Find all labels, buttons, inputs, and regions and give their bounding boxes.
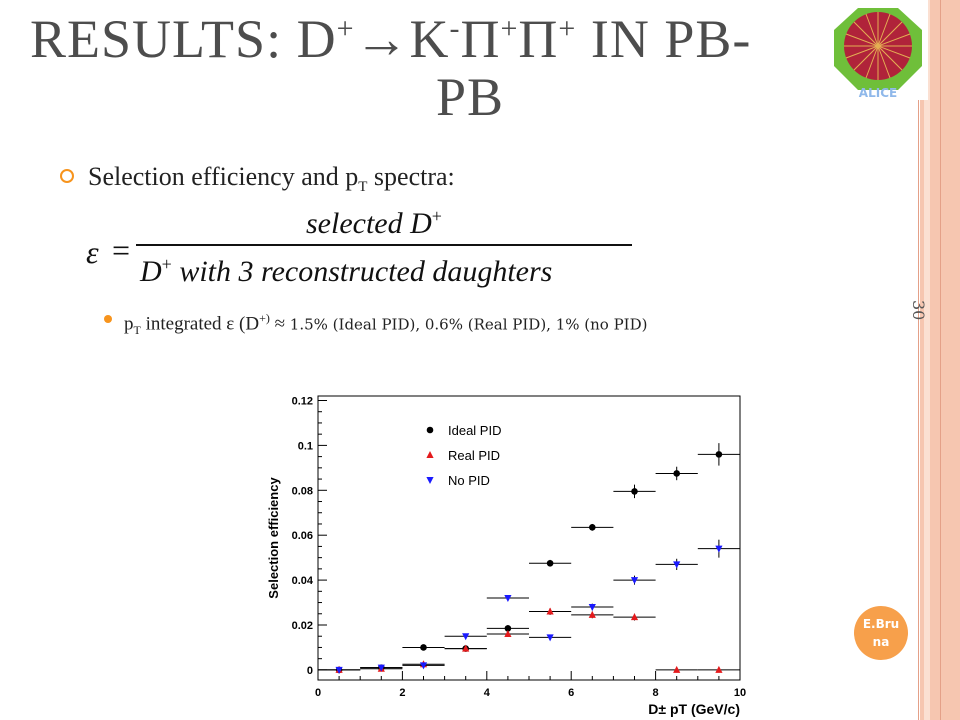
efficiency-chart: 0 2 4 6 8 10 0 0.02 0.04 0.06 0.08 0.1 0.12 Selection… <box>258 380 758 720</box>
data-point <box>335 666 343 674</box>
y-tick-label: 0.06 <box>292 530 313 542</box>
title-line-2: PB <box>435 67 505 127</box>
title-line-1: RESULTS: D+→K-Π+Π+ IN PB- <box>30 9 752 69</box>
data-point <box>546 607 554 615</box>
data-point <box>504 629 512 637</box>
alice-logo: ALICE <box>828 0 928 100</box>
data-point <box>588 610 596 618</box>
x-tick-label: 8 <box>653 687 659 699</box>
data-point <box>462 644 470 652</box>
data-point <box>462 633 470 641</box>
data-point <box>419 662 428 670</box>
bullet-ring-icon <box>60 169 74 184</box>
x-axis-label: D± pT (GeV/c) <box>648 701 740 717</box>
x-tick-label: 0 <box>315 687 321 699</box>
data-point <box>426 426 434 434</box>
slide-number: 30 <box>909 300 928 321</box>
x-tick-label: 6 <box>568 687 574 699</box>
y-tick-label: 0.08 <box>292 485 313 497</box>
data-point <box>631 488 638 495</box>
data-point <box>588 604 596 612</box>
data-point <box>377 664 385 672</box>
data-point <box>715 451 723 458</box>
y-tick-label: 0.12 <box>292 395 313 407</box>
legend-label: Real PID <box>448 448 500 463</box>
border-line <box>940 0 941 720</box>
data-point <box>589 524 596 531</box>
y-tick-label: 0.02 <box>292 620 313 632</box>
author-badge: E.Bruna <box>854 606 908 660</box>
data-point <box>715 545 723 553</box>
x-tick-label: 10 <box>734 687 746 699</box>
data-point <box>546 559 554 567</box>
y-tick-label: 0.1 <box>298 440 313 452</box>
legend-label: No PID <box>448 473 490 488</box>
y-tick-label: 0.04 <box>292 575 314 587</box>
data-point <box>420 644 427 651</box>
data-point <box>630 577 639 585</box>
data-point <box>673 561 681 569</box>
data-point <box>673 665 681 673</box>
x-tick-label: 2 <box>399 687 405 699</box>
border-line <box>918 0 919 720</box>
border-line <box>924 0 930 720</box>
y-tick-label: 0 <box>307 665 313 677</box>
formula-numerator: selected D+ <box>306 206 442 240</box>
data-point <box>715 665 723 673</box>
bullet-dot-icon <box>104 315 112 323</box>
data-point <box>673 470 680 477</box>
data-point <box>630 613 639 621</box>
data-point <box>426 477 434 484</box>
chart-svg: 0 2 4 6 8 10 0 0.02 0.04 0.06 0.08 0.1 0.12 Selection… <box>266 395 746 717</box>
bullet-selection-efficiency: Selection efficiency and pT spectra: <box>60 162 455 196</box>
svg-text:ALICE: ALICE <box>859 86 897 100</box>
legend-label: Ideal PID <box>448 423 501 438</box>
data-point <box>504 625 512 632</box>
plot-frame <box>317 395 741 681</box>
data-point <box>504 595 512 603</box>
data-point <box>426 451 434 458</box>
data-point <box>546 634 554 642</box>
formula-denominator: D+ with 3 reconstructed daughters <box>140 254 553 288</box>
fraction-bar <box>136 244 632 246</box>
x-tick-label: 4 <box>484 687 491 699</box>
y-axis-label: Selection efficiency <box>266 477 281 599</box>
